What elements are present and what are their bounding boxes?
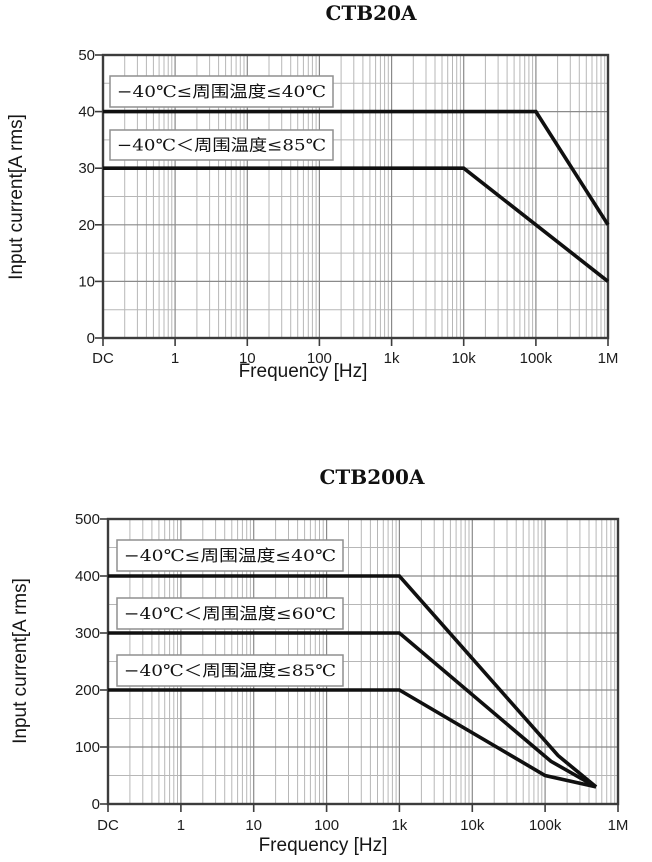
series-line — [103, 109, 610, 226]
series-line — [108, 688, 597, 789]
series-line — [108, 631, 597, 789]
y-tick-label: 400 — [75, 568, 100, 585]
x-tick-label: 100k — [529, 817, 562, 834]
y-axis-label: Input current[A rms] — [10, 578, 31, 744]
y-tick-label: 200 — [75, 682, 100, 699]
x-axis-label: Frequency [Hz] — [259, 835, 388, 856]
series-line — [103, 166, 610, 283]
x-tick-label: 1M — [608, 817, 629, 834]
x-tick-label: 1 — [171, 350, 179, 367]
series-label: −40℃≤周围温度≤40℃ — [124, 546, 336, 565]
y-tick-label: 20 — [78, 217, 95, 234]
x-tick-label: 1 — [177, 817, 185, 834]
series-label-box — [116, 597, 344, 630]
y-tick-label: 0 — [87, 330, 95, 347]
x-axis-label: Frequency [Hz] — [239, 361, 368, 382]
y-axis-label: Input current[A rms] — [6, 114, 27, 280]
x-tick-label: 10 — [245, 817, 262, 834]
series-label-box — [109, 129, 334, 161]
x-tick-label: 1M — [598, 350, 619, 367]
y-tick-label: 300 — [75, 625, 100, 642]
y-tick-label: 30 — [78, 160, 95, 177]
x-tick-label: 100k — [520, 350, 553, 367]
chart-ctb200a: DC 1 10 100 1k 10k 100k 1M 0 100 200 300 400 500 −40℃≤… — [10, 465, 628, 856]
x-tick-label: 100 — [314, 817, 339, 834]
series-label-box — [116, 539, 344, 572]
series-label: −40℃＜周围温度≤85℃ — [117, 136, 326, 155]
y-tick-label: 500 — [75, 511, 100, 528]
plot-border — [101, 53, 610, 340]
x-tick-label: 10k — [460, 817, 485, 834]
y-tick-label: 50 — [78, 47, 95, 64]
plot-border — [106, 517, 620, 806]
chart-title: CTB20A — [325, 1, 417, 25]
x-tick-label: 10 — [239, 350, 256, 367]
x-tick-label: 100 — [307, 350, 332, 367]
y-tick-label: 0 — [92, 796, 100, 813]
series-label: −40℃＜周围温度≤85℃ — [124, 661, 336, 680]
y-tick-label: 40 — [78, 104, 95, 121]
x-tick-label: DC — [97, 817, 119, 834]
series-label: −40℃≤周围温度≤40℃ — [117, 82, 326, 101]
x-tick-label: 1k — [384, 350, 400, 367]
series-line — [108, 574, 598, 789]
x-tick-label: 10k — [452, 350, 477, 367]
chart-title: CTB200A — [320, 465, 425, 489]
chart-ctb20a: DC 1 10 100 1k 10k 100k 1M 0 10 20 30 40 50 −40℃≤周围温度≤… — [6, 1, 618, 382]
y-tick-label: 10 — [78, 273, 95, 290]
x-tick-label: 1k — [391, 817, 407, 834]
y-tick-label: 100 — [75, 739, 100, 756]
x-tick-label: DC — [92, 350, 114, 367]
series-label-box — [109, 75, 334, 108]
series-label-box — [116, 654, 344, 687]
series-label: −40℃＜周围温度≤60℃ — [124, 604, 336, 623]
